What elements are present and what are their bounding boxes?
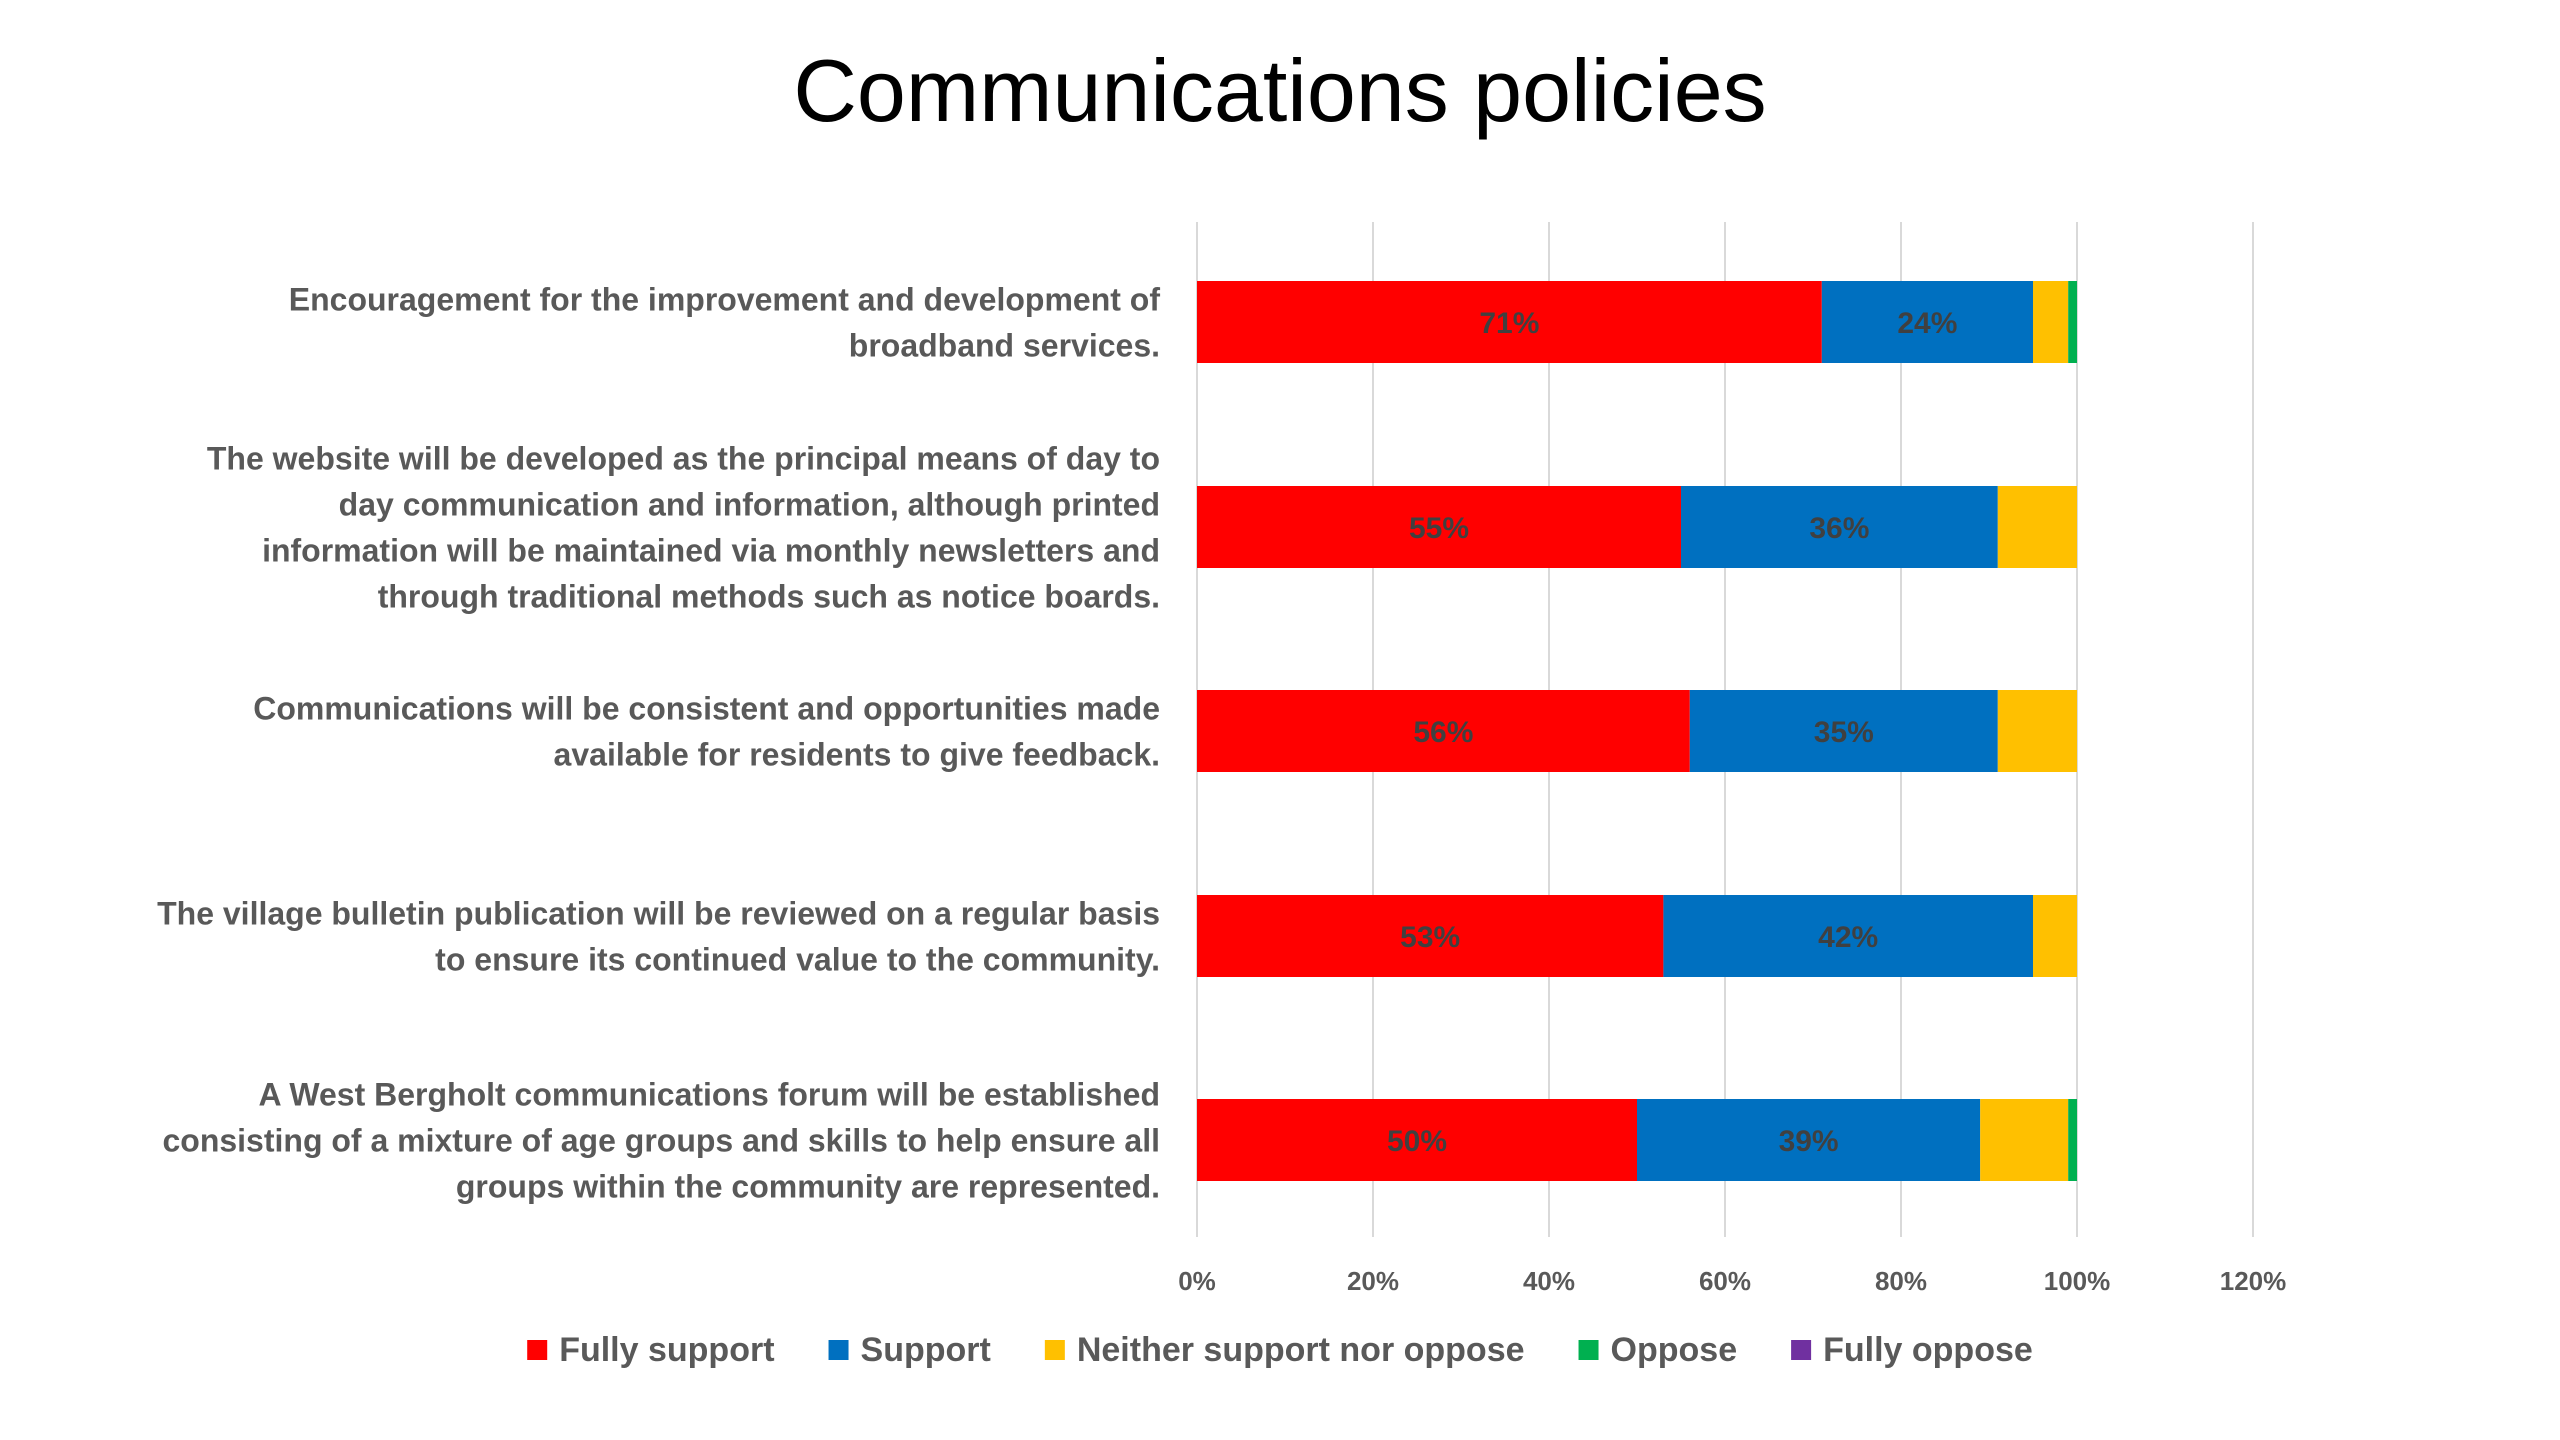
legend-label: Fully oppose (1823, 1331, 2033, 1369)
bar-segment (1197, 895, 1664, 977)
x-tick-label: 80% (1875, 1266, 1927, 1296)
category-label-line: through traditional methods such as noti… (378, 579, 1160, 615)
data-label: 24% (1897, 307, 1957, 340)
category-label: Communications will be consistent and op… (253, 691, 1160, 773)
x-axis-ticks: 0% 20% 40% 60% 80% 100% 120% (1178, 1266, 2286, 1296)
bars: 71% 24% 55% 36% 56% 35% 53% 42% 50% 39% (1197, 281, 2077, 1181)
x-tick-label: 60% (1699, 1266, 1751, 1296)
category-label: The website will be developed as the pri… (207, 441, 1160, 615)
category-labels: Encouragement for the improvement and de… (157, 282, 1160, 1205)
legend-item: Neither support nor oppose (1044, 1331, 1525, 1369)
data-label: 39% (1779, 1125, 1839, 1158)
x-tick-label: 100% (2044, 1266, 2111, 1296)
category-label-line: information will be maintained via month… (262, 533, 1160, 569)
bar-segment (1197, 486, 1681, 568)
bar-segment (1980, 1099, 2069, 1181)
bar-segment (2033, 281, 2069, 363)
category-label-line: broadband services. (849, 328, 1160, 364)
legend-swatch (828, 1340, 849, 1360)
category-label: Encouragement for the improvement and de… (289, 282, 1161, 364)
bar-segment (1197, 690, 1690, 772)
legend-label: Fully support (559, 1331, 774, 1369)
category-label-line: day communication and information, altho… (339, 487, 1160, 523)
bar-segment (2068, 281, 2077, 363)
bar-segment (1997, 690, 2077, 772)
bar-segment (1681, 486, 1998, 568)
data-label: 42% (1818, 921, 1878, 954)
x-tick-label: 20% (1347, 1266, 1399, 1296)
legend-swatch (1791, 1340, 1812, 1360)
legend-label: Support (861, 1331, 991, 1369)
x-tick-label: 120% (2220, 1266, 2287, 1296)
legend-swatch (527, 1340, 548, 1360)
legend: Fully support Support Neither support nor … (527, 1331, 2033, 1369)
bar-segment (1821, 281, 2033, 363)
bar-segment (2068, 1099, 2077, 1181)
data-label: 55% (1409, 512, 1469, 545)
bar-segment (1997, 486, 2077, 568)
bar-segment (1197, 281, 1822, 363)
legend-swatch (1578, 1340, 1599, 1360)
category-label-line: consisting of a mixture of age groups an… (162, 1123, 1160, 1159)
legend-item: Oppose (1578, 1331, 1738, 1369)
category-label-line: available for residents to give feedback… (554, 737, 1160, 773)
legend-label: Oppose (1611, 1331, 1738, 1369)
category-label-line: groups within the community are represen… (456, 1169, 1160, 1205)
legend-item: Fully support (527, 1331, 775, 1369)
data-label: 71% (1479, 307, 1539, 340)
bar-segment (1637, 1099, 1981, 1181)
legend-item: Fully oppose (1791, 1331, 2033, 1369)
category-label-line: to ensure its continued value to the com… (435, 942, 1160, 978)
x-tick-label: 40% (1523, 1266, 1575, 1296)
bar-segment (1689, 690, 1998, 772)
bar-segment (2033, 895, 2077, 977)
x-tick-label: 0% (1178, 1266, 1216, 1296)
legend-swatch (1044, 1340, 1065, 1360)
data-label: 36% (1809, 512, 1869, 545)
category-label-line: A West Bergholt communications forum wil… (259, 1077, 1160, 1113)
data-label: 35% (1814, 716, 1874, 749)
bar-segment (1663, 895, 2033, 977)
category-label-line: Encouragement for the improvement and de… (289, 282, 1161, 318)
category-label: A West Bergholt communications forum wil… (162, 1077, 1160, 1205)
data-label: 50% (1387, 1125, 1447, 1158)
category-label-line: Communications will be consistent and op… (253, 691, 1160, 727)
category-label-line: The website will be developed as the pri… (207, 441, 1160, 477)
category-label: The village bulletin publication will be… (157, 896, 1160, 978)
chart-title: Communications policies (793, 41, 1767, 140)
data-label: 56% (1413, 716, 1473, 749)
data-label: 53% (1400, 921, 1460, 954)
category-label-line: The village bulletin publication will be… (157, 896, 1160, 932)
bar-segment (1197, 1099, 1637, 1181)
legend-item: Support (828, 1331, 991, 1369)
legend-label: Neither support nor oppose (1077, 1331, 1525, 1369)
